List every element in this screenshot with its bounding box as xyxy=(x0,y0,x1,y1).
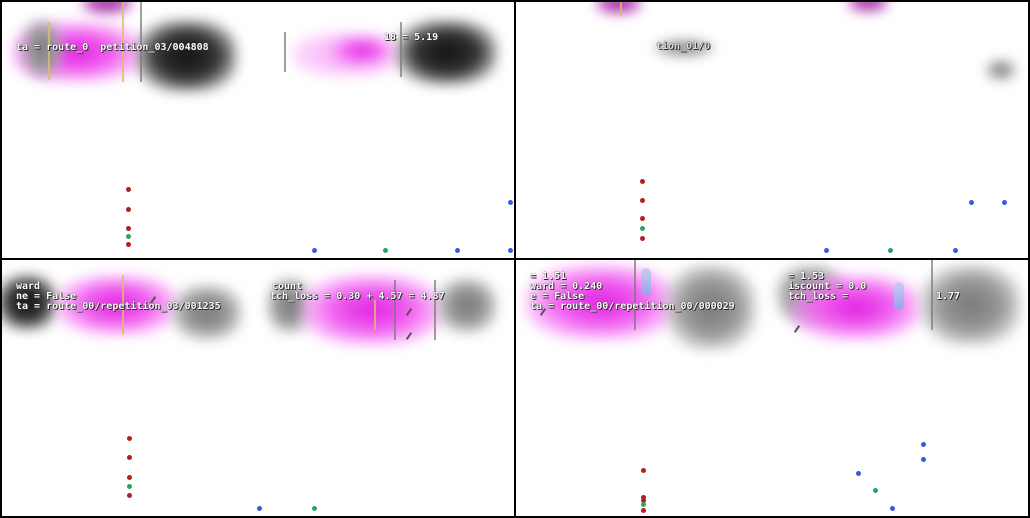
road-edge xyxy=(931,260,933,330)
vehicle-marker xyxy=(969,200,974,205)
route-waypoint xyxy=(127,475,132,480)
route-waypoint xyxy=(640,236,645,241)
overlay-text-line: tion_01/0 xyxy=(656,41,711,52)
vehicle-marker xyxy=(921,457,926,462)
heatmap-blob xyxy=(22,20,62,78)
heatmap-blob xyxy=(921,265,1021,345)
vehicle-box xyxy=(793,325,801,333)
target-point xyxy=(641,502,646,507)
ego-vehicle xyxy=(894,282,904,310)
lane-marking xyxy=(374,300,376,330)
target-point xyxy=(312,506,317,511)
heatmap-blob xyxy=(526,265,676,340)
overlay-text-line: e = False xyxy=(530,291,585,302)
heatmap-blob xyxy=(2,275,57,330)
bev-panel-top-right: tion_01/0 xyxy=(516,2,1028,258)
overlay-text-line: ward xyxy=(16,281,41,292)
overlay-text-line: ta = route_00/repetition_00/000029 xyxy=(530,301,735,312)
vehicle-marker xyxy=(824,248,829,253)
heatmap-blob xyxy=(82,2,132,14)
heatmap-blob xyxy=(137,20,237,92)
lane-marking xyxy=(122,2,124,82)
bev-panel-bottom-right: = 1.51 ward = 0.240 e = False ta = route… xyxy=(516,260,1028,516)
heatmap-blob xyxy=(654,40,714,56)
overlay-text-line: count xyxy=(272,281,303,292)
overlay-text-line: ta = route_00/repetition_03/001235 xyxy=(16,301,221,312)
road-edge xyxy=(634,260,636,330)
road-edge xyxy=(434,280,436,340)
road-edge xyxy=(284,32,286,72)
overlay-text-line: = 1.53 xyxy=(788,271,825,282)
vehicle-marker xyxy=(312,248,317,253)
lane-marking xyxy=(122,275,124,335)
overlay-text-line: 18 = 5.19 xyxy=(384,32,439,43)
route-waypoint xyxy=(640,216,645,221)
bev-panel-top-left: ta = route_0 petition_03/004808 18 = 5.1… xyxy=(2,2,514,258)
target-point xyxy=(640,226,645,231)
heatmap-blob xyxy=(332,37,392,65)
lane-marking xyxy=(620,2,622,16)
route-waypoint xyxy=(641,495,646,500)
route-waypoint xyxy=(641,498,646,503)
target-point xyxy=(888,248,893,253)
target-point xyxy=(127,484,132,489)
vehicle-marker xyxy=(508,248,513,253)
route-waypoint xyxy=(641,468,646,473)
ego-vehicle xyxy=(641,268,651,296)
vehicle-marker xyxy=(508,200,513,205)
route-waypoint xyxy=(127,455,132,460)
bev-panel-bottom-left: ward ne = False ta = route_00/repetition… xyxy=(2,260,514,516)
route-waypoint xyxy=(640,198,645,203)
target-point xyxy=(126,234,131,239)
vehicle-marker xyxy=(257,506,262,511)
vehicle-marker xyxy=(921,442,926,447)
route-waypoint xyxy=(127,493,132,498)
vehicle-marker xyxy=(1002,200,1007,205)
heatmap-blob xyxy=(666,265,756,350)
road-edge xyxy=(140,2,142,82)
road-edge xyxy=(400,22,402,77)
route-waypoint xyxy=(126,242,131,247)
vehicle-marker xyxy=(856,471,861,476)
overlay-text-line: 1.77 xyxy=(936,291,961,302)
vehicle-marker xyxy=(890,506,895,511)
heatmap-blob xyxy=(57,275,177,335)
heatmap-blob xyxy=(596,2,641,14)
heatmap-blob xyxy=(986,60,1016,80)
overlay-text-line: ward = 0.240 xyxy=(530,281,603,292)
overlay-text-line: tch_loss = 0.30 + 4.57 = 4.87 xyxy=(270,291,445,302)
lane-marking xyxy=(48,22,50,80)
heatmap-blob xyxy=(848,2,888,12)
route-waypoint xyxy=(640,179,645,184)
overlay-text-line: = 1.51 xyxy=(530,271,567,282)
target-point xyxy=(383,248,388,253)
route-waypoint xyxy=(126,226,131,231)
overlay-text-line: ne = False xyxy=(16,291,77,302)
vehicle-marker xyxy=(455,248,460,253)
vehicle-marker xyxy=(953,248,958,253)
overlay-text-line: tch_loss = xyxy=(788,291,849,302)
heatmap-blob xyxy=(302,275,442,345)
route-waypoint xyxy=(127,436,132,441)
route-waypoint xyxy=(641,508,646,513)
overlay-text-line: iscount = 0.0 xyxy=(788,281,867,292)
target-point xyxy=(873,488,878,493)
heatmap-blob xyxy=(172,285,242,340)
overlay-text-line: ta = route_0 petition_03/004808 xyxy=(16,42,209,53)
road-edge xyxy=(394,280,396,340)
route-waypoint xyxy=(126,207,131,212)
heatmap-blob xyxy=(437,278,497,333)
heatmap-blob xyxy=(397,20,497,85)
route-waypoint xyxy=(126,187,131,192)
